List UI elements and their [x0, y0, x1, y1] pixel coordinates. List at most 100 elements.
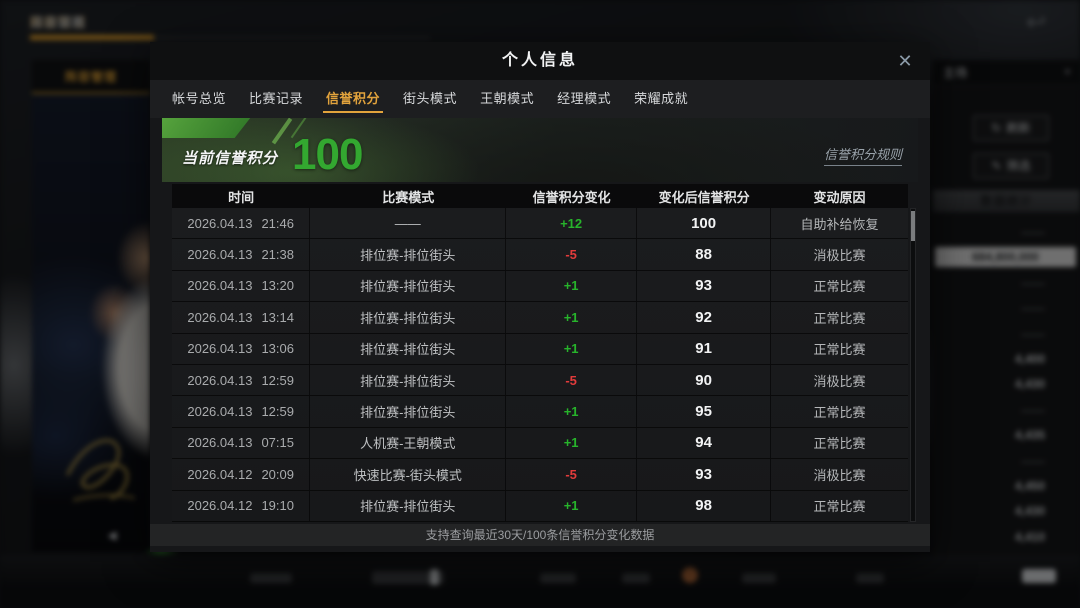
time-cell: 2026.04.13 12:59: [172, 396, 311, 427]
time-text: 19:10: [261, 498, 294, 514]
modal-tab[interactable]: 帐号总览: [172, 91, 227, 106]
modal-tab[interactable]: 荣耀成就: [634, 91, 689, 106]
time-text: 12:59: [261, 404, 294, 420]
modal-tab[interactable]: 经理模式: [557, 91, 612, 106]
time-text: 12:59: [261, 372, 294, 388]
score-after-cell: 100: [637, 208, 772, 239]
hud-item: [742, 573, 776, 583]
modal-tabs: 帐号总览 比赛记录 信誉积分 街头模式 王朝模式 经理模式 荣耀成就: [150, 80, 930, 118]
table-row: 2026.04.13 12:59 排位赛-排位街头 +1 95 正常比赛: [172, 396, 908, 428]
reason-cell: 正常比赛: [813, 310, 866, 326]
current-score-value: 100: [292, 129, 363, 179]
modal-tab[interactable]: 比赛记录: [249, 91, 304, 106]
edit-icon: ✎: [991, 159, 1002, 173]
stats-value: ——: [1021, 301, 1045, 316]
reason-cell: 消极比赛: [813, 248, 866, 264]
stats-row: 4,410: [933, 525, 1080, 550]
reason-cell: 正常比赛: [813, 342, 866, 358]
stats-dropdown-label: 主场: [943, 66, 968, 80]
stats-value: 4,450: [1014, 478, 1045, 493]
time-text: 21:46: [261, 215, 294, 231]
hud-item: [430, 569, 439, 585]
stats-row: ——: [933, 449, 1080, 474]
player-card: 阵容管理 ◀: [32, 60, 150, 552]
score-after-cell: 91: [637, 333, 772, 364]
date-text: 2026.04.13: [187, 435, 253, 451]
modal-tab[interactable]: 王朝模式: [480, 91, 535, 106]
stats-row: ——: [933, 398, 1080, 423]
time-cell: 2026.04.13 21:38: [172, 239, 311, 270]
nav-active-underline: [30, 35, 154, 40]
stats-row: 4,435: [933, 423, 1080, 448]
stats-value: 4,430: [1014, 504, 1045, 519]
stats-row: ——: [933, 220, 1080, 245]
change-cell: +1: [506, 333, 638, 364]
reason-cell: 消极比赛: [813, 467, 866, 483]
hud-item: [250, 573, 292, 583]
modal-tab[interactable]: 信誉积分: [323, 80, 384, 118]
mode-cell: 排位赛-排位街头: [310, 396, 507, 427]
score-after-cell: 90: [637, 364, 772, 396]
scrollbar-thumb[interactable]: [911, 211, 915, 241]
stats-value: 4,430: [1014, 377, 1045, 392]
stats-value: 684,800,000: [935, 247, 1076, 268]
card-prev-arrow[interactable]: ◀: [108, 530, 117, 542]
reason-cell: 消极比赛: [813, 373, 866, 389]
nav-item[interactable]: 球员获取: [30, 15, 87, 30]
date-text: 2026.04.13: [187, 247, 253, 263]
stats-value: ——: [1021, 402, 1045, 417]
filter-label: 筛选: [1006, 159, 1031, 173]
time-cell: 2026.04.12 20:09: [172, 459, 311, 490]
date-text: 2026.04.13: [187, 404, 253, 420]
stats-value: 4,435: [1014, 428, 1045, 443]
modal-tab[interactable]: 街头模式: [403, 91, 458, 106]
stats-dropdown[interactable]: 主场 ▾: [933, 60, 1080, 86]
table-header-cell: 信誉积分变化: [532, 189, 611, 205]
time-cell: 2026.04.13 21:46: [172, 208, 311, 239]
time-text: 21:38: [261, 247, 294, 263]
time-text: 13:20: [261, 278, 294, 294]
date-text: 2026.04.13: [187, 278, 253, 294]
hud-item: [622, 573, 650, 583]
mode-cell: 快速比赛-街头模式: [310, 459, 507, 490]
player-card-header: 阵容管理: [32, 60, 150, 94]
hud-item: [540, 573, 576, 583]
hud-item: [372, 571, 444, 584]
hud-item: [1022, 569, 1056, 583]
stats-value: ——: [1021, 453, 1045, 468]
nav-rail: [30, 37, 430, 39]
top-nav: 阵容管理 球员获取 球员训练 自建球员: [30, 8, 450, 42]
modal-footer: 支持查询最近30天/100条信誉积分变化数据: [150, 523, 930, 546]
back-icon[interactable]: ↩: [1026, 9, 1047, 36]
date-text: 2026.04.13: [187, 341, 253, 357]
filter-button[interactable]: ✎ 筛选: [973, 153, 1049, 179]
close-icon[interactable]: ✕: [897, 51, 913, 71]
signature-graphic: [66, 439, 135, 501]
date-text: 2026.04.12: [187, 466, 253, 482]
table-row: 2026.04.12 20:09 快速比赛-街头模式 -5 93 消极比赛: [172, 459, 908, 491]
stats-panel: 主场 ▾ ↻ 刷新 ✎ 筛选 数据统计 —— 684,800,000: [933, 60, 1080, 585]
nav-item[interactable]: 自建球员: [30, 15, 87, 30]
nav-item[interactable]: 球员训练: [30, 15, 87, 30]
change-cell: -5: [506, 459, 638, 490]
reason-cell: 正常比赛: [813, 499, 866, 515]
modal-title-bar: 个人信息 ✕: [150, 42, 930, 80]
time-cell: 2026.04.13 13:06: [172, 333, 311, 364]
mode-cell: 排位赛-排位街头: [310, 333, 507, 364]
time-text: 20:09: [261, 466, 294, 482]
date-text: 2026.04.12: [187, 498, 253, 514]
table-header-row: 时间 比赛模式 信誉积分变化 变化后信誉积分 变动原因: [172, 184, 908, 208]
stats-row: 4,430: [933, 499, 1080, 524]
stats-row: ——: [933, 271, 1080, 296]
mode-cell: 排位赛-排位街头: [310, 270, 507, 302]
score-after-cell: 95: [637, 396, 772, 427]
refresh-button[interactable]: ↻ 刷新: [973, 115, 1049, 141]
score-rules-link[interactable]: 信誉积分规则: [823, 144, 902, 166]
table-header-cell: 时间: [228, 189, 255, 205]
change-cell: +1: [506, 302, 638, 333]
time-cell: 2026.04.13 07:15: [172, 427, 311, 459]
table-header-cell: 比赛模式: [382, 189, 435, 205]
nav-item[interactable]: 阵容管理: [30, 15, 87, 30]
modal-title: 个人信息: [501, 52, 578, 69]
